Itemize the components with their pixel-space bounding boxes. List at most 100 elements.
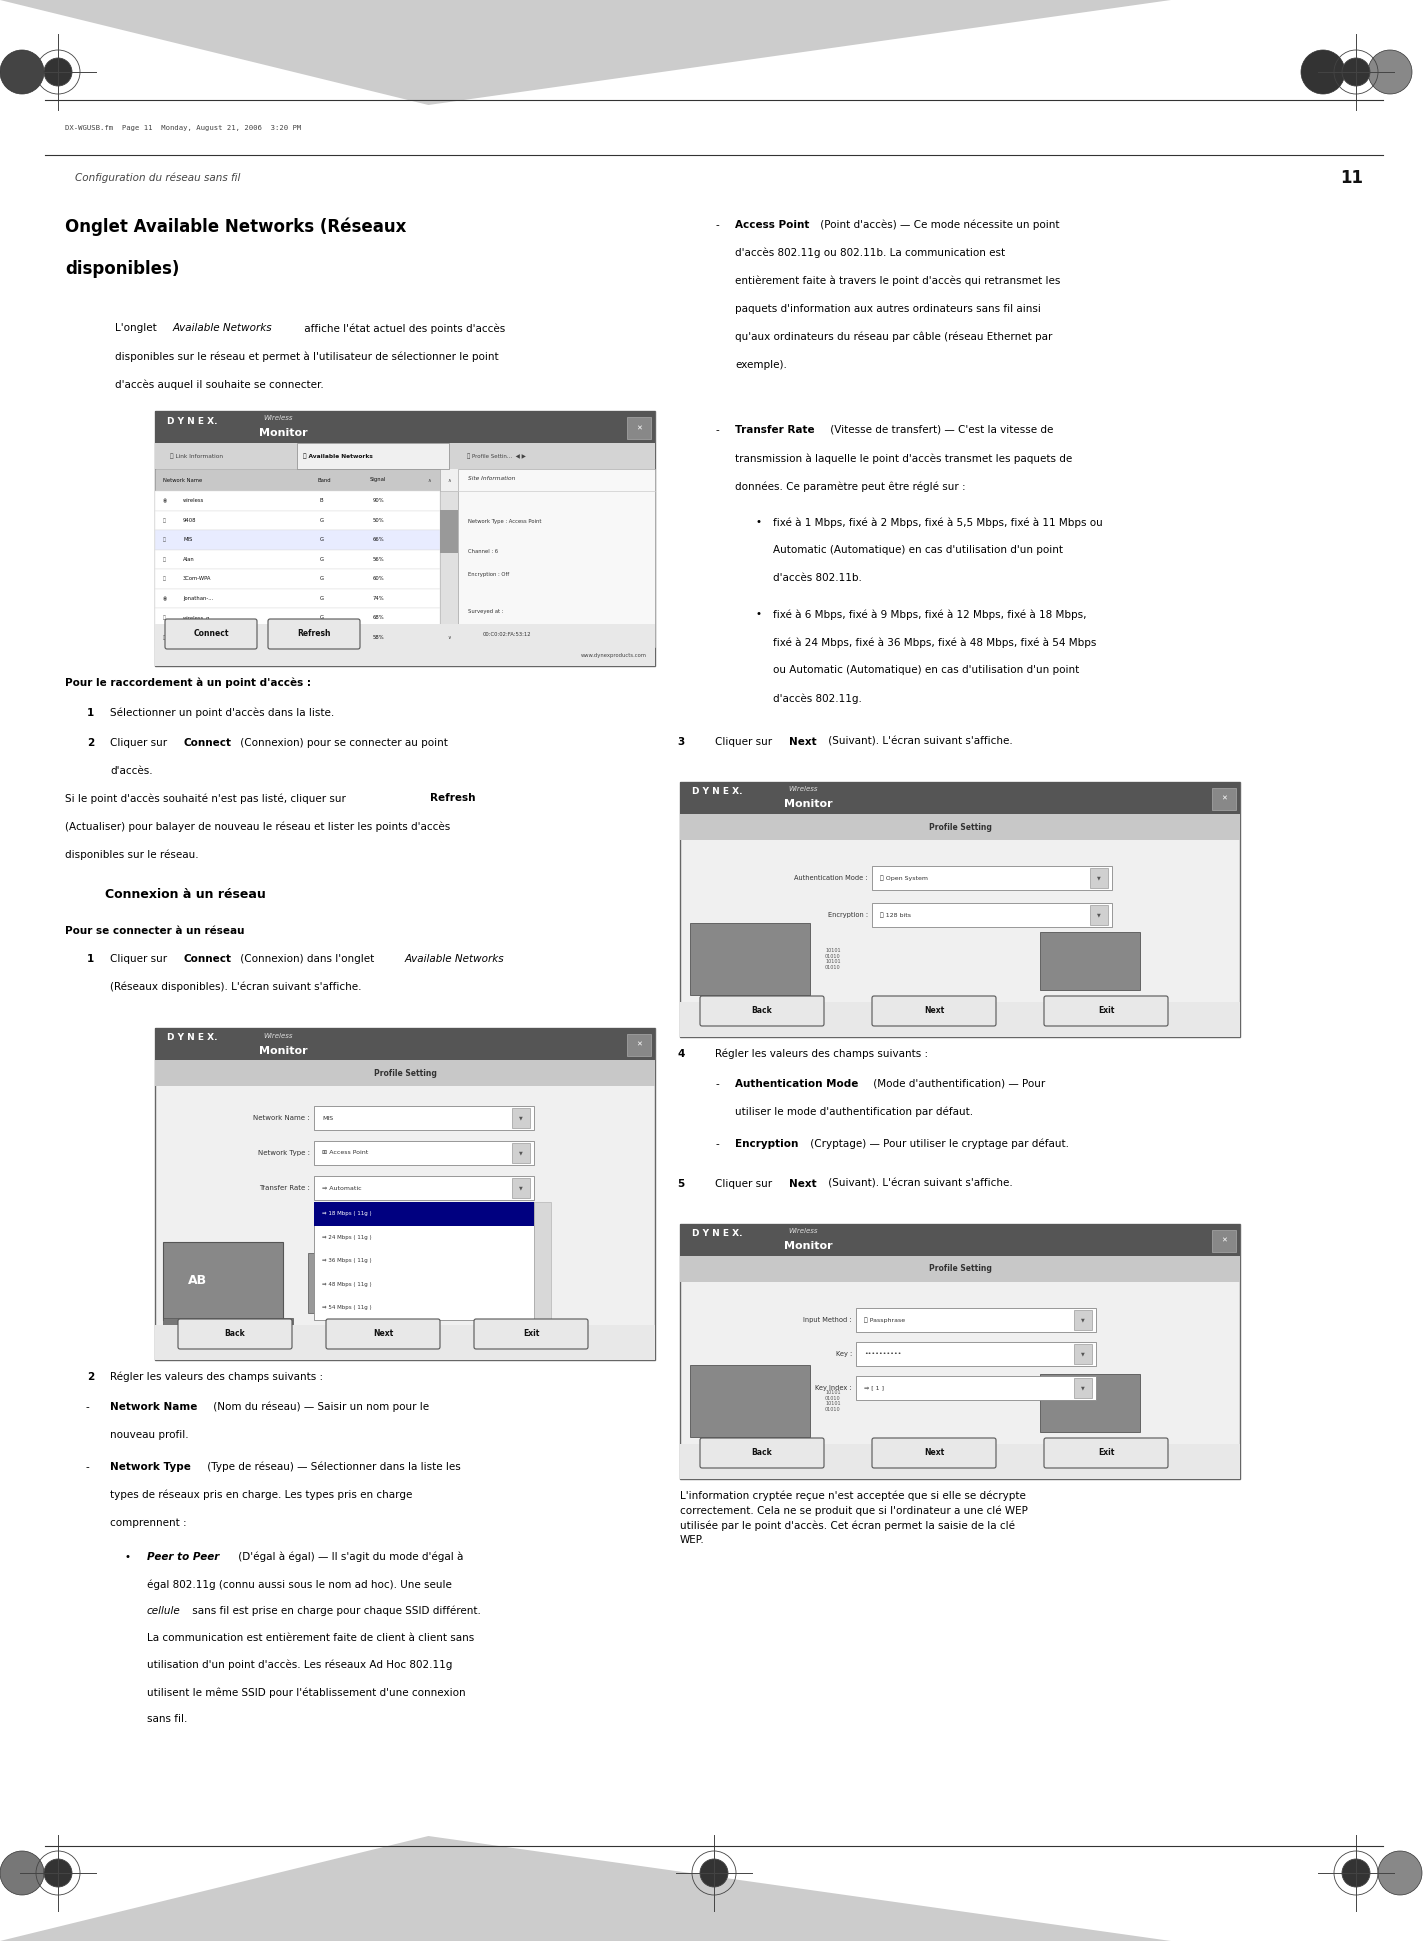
Text: Network Name: Network Name (163, 477, 203, 483)
Bar (1040, 1374, 1140, 1432)
Text: 68%: 68% (373, 615, 384, 621)
Bar (1074, 1343, 1092, 1365)
Bar (156, 608, 440, 627)
Text: Wireless: Wireless (788, 1229, 817, 1234)
Text: Monitor: Monitor (258, 1046, 307, 1056)
Text: ▼: ▼ (1097, 875, 1101, 881)
Text: (Mode d'authentification) — Pour: (Mode d'authentification) — Pour (870, 1079, 1045, 1089)
Bar (156, 443, 655, 470)
Text: 1: 1 (87, 953, 94, 965)
Text: Onglet Available Networks (Réseaux: Onglet Available Networks (Réseaux (66, 217, 407, 237)
FancyBboxPatch shape (178, 1320, 291, 1349)
Text: Si le point d'accès souhaité n'est pas listé, cliquer sur: Si le point d'accès souhaité n'est pas l… (66, 794, 348, 804)
Text: utilisent le même SSID pour l'établissement d'une connexion: utilisent le même SSID pour l'établissem… (147, 1687, 466, 1698)
Bar (314, 1176, 534, 1200)
FancyBboxPatch shape (166, 619, 257, 648)
Text: ✕: ✕ (1221, 796, 1227, 802)
Text: ∧: ∧ (447, 477, 451, 483)
Text: ▼: ▼ (520, 1151, 523, 1155)
Text: G: G (320, 596, 324, 602)
Text: (Connexion) dans l'onglet: (Connexion) dans l'onglet (237, 953, 377, 965)
Text: Next: Next (790, 1178, 817, 1190)
Text: 2: 2 (87, 1372, 94, 1382)
Bar (1074, 1378, 1092, 1398)
Bar (855, 1376, 1097, 1399)
Text: Next: Next (924, 1448, 944, 1458)
Text: ✕: ✕ (635, 425, 643, 431)
Text: Back: Back (751, 1007, 773, 1015)
Text: 11: 11 (1339, 169, 1362, 186)
Bar (690, 924, 810, 996)
Text: Site Information: Site Information (468, 476, 516, 481)
Circle shape (0, 1852, 44, 1894)
Text: (Suivant). L'écran suivant s'affiche.: (Suivant). L'écran suivant s'affiche. (825, 738, 1012, 747)
Text: d'accès auquel il souhaite se connecter.: d'accès auquel il souhaite se connecter. (116, 378, 324, 390)
Text: 10101
01010
10101
01010: 10101 01010 10101 01010 (825, 947, 841, 970)
Circle shape (44, 58, 71, 85)
Text: d'accès 802.11b.: d'accès 802.11b. (773, 573, 863, 582)
Text: 74%: 74% (373, 596, 384, 602)
Text: Available Networks: Available Networks (406, 953, 504, 965)
Bar (156, 491, 440, 510)
Text: L'information cryptée reçue n'est acceptée que si elle se décrypte
correctement.: L'information cryptée reçue n'est accept… (680, 1491, 1028, 1545)
Text: Available Networks: Available Networks (173, 322, 273, 334)
Bar (513, 1143, 530, 1163)
Text: Exit: Exit (1098, 1448, 1114, 1458)
Text: Alan: Alan (183, 557, 194, 561)
Text: ⊞ Access Point: ⊞ Access Point (321, 1151, 368, 1155)
Circle shape (1368, 50, 1412, 93)
Bar (156, 470, 440, 491)
Text: fixé à 24 Mbps, fixé à 36 Mbps, fixé à 48 Mbps, fixé à 54 Mbps: fixé à 24 Mbps, fixé à 36 Mbps, fixé à 4… (773, 637, 1097, 648)
Text: •: • (755, 609, 761, 619)
Text: Pour le raccordement à un point d'accès :: Pour le raccordement à un point d'accès … (66, 677, 311, 689)
Bar (855, 1308, 1097, 1332)
Bar (308, 1254, 403, 1312)
Polygon shape (0, 0, 1171, 105)
Text: ∧: ∧ (427, 477, 431, 483)
Text: qu'aux ordinateurs du réseau par câble (réseau Ethernet par: qu'aux ordinateurs du réseau par câble (… (735, 332, 1052, 342)
Text: ✕: ✕ (635, 1042, 643, 1048)
Text: cellule: cellule (147, 1605, 181, 1617)
Bar (1040, 932, 1140, 990)
Text: (Vitesse de transfert) — C'est la vitesse de: (Vitesse de transfert) — C'est la vitess… (827, 425, 1054, 435)
Text: ▼: ▼ (1097, 912, 1101, 918)
Bar (314, 1201, 534, 1320)
Bar (156, 627, 440, 646)
Text: Profile Setting: Profile Setting (374, 1068, 437, 1077)
Text: Access Point: Access Point (735, 219, 810, 229)
Text: Connect: Connect (184, 953, 231, 965)
Text: Key Index :: Key Index : (815, 1386, 853, 1392)
Circle shape (700, 1859, 728, 1887)
Bar (680, 1002, 1240, 1036)
Text: www.dynexproducts.com: www.dynexproducts.com (581, 654, 647, 658)
Text: entièrement faite à travers le point d'accès qui retransmet les: entièrement faite à travers le point d'a… (735, 276, 1061, 287)
Text: (Cryptage) — Pour utiliser le cryptage par défaut.: (Cryptage) — Pour utiliser le cryptage p… (807, 1139, 1070, 1149)
Text: MIS: MIS (321, 1116, 333, 1120)
Text: Sélectionner un point d'accès dans la liste.: Sélectionner un point d'accès dans la li… (110, 708, 334, 718)
Text: Refresh: Refresh (297, 629, 331, 639)
Text: D Y N E X.: D Y N E X. (693, 788, 743, 796)
Text: ▼: ▼ (1081, 1351, 1085, 1357)
Text: ⇒ 36 Mbps ( 11g ): ⇒ 36 Mbps ( 11g ) (321, 1258, 371, 1264)
Text: Régler les valeurs des champs suivants :: Régler les valeurs des champs suivants : (715, 1048, 928, 1060)
Text: 3: 3 (677, 738, 684, 747)
Text: ✕: ✕ (1221, 1238, 1227, 1244)
Text: wireless_g...: wireless_g... (183, 615, 216, 621)
Text: Key :: Key : (835, 1351, 853, 1357)
Text: 60%: 60% (373, 576, 384, 580)
Bar (627, 1035, 651, 1056)
Bar (680, 1225, 1240, 1256)
Text: Cliquer sur: Cliquer sur (110, 953, 170, 965)
Text: exemple).: exemple). (735, 359, 787, 371)
Text: Next: Next (373, 1330, 393, 1339)
Text: Back: Back (751, 1448, 773, 1458)
Text: ⇒ Automatic: ⇒ Automatic (321, 1186, 361, 1190)
Text: Connexion à un réseau: Connexion à un réseau (106, 887, 266, 901)
Text: Monitor: Monitor (784, 1242, 833, 1252)
Text: nouveau profil.: nouveau profil. (110, 1431, 188, 1440)
Text: ◉: ◉ (163, 499, 167, 503)
Bar (314, 1106, 534, 1130)
FancyBboxPatch shape (326, 1320, 440, 1349)
Bar (440, 491, 458, 646)
Text: -: - (86, 1401, 89, 1411)
